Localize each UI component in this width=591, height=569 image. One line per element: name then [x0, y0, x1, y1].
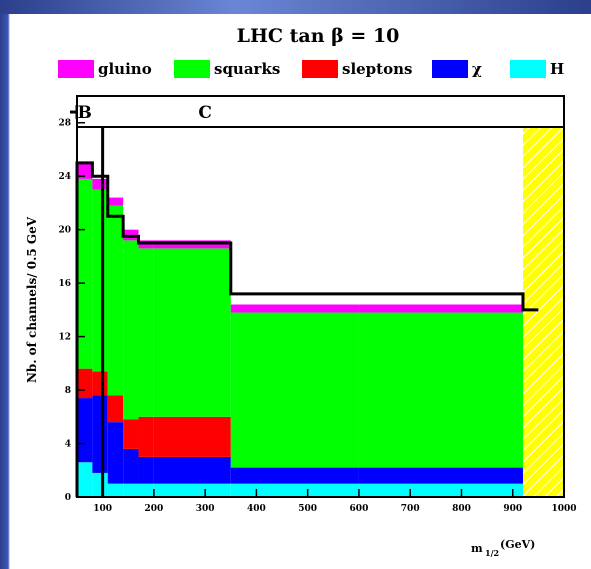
legend-swatch-2: [302, 60, 338, 78]
legend-label-1: squarks: [214, 60, 280, 78]
bar-gluino-7: [358, 304, 523, 313]
bar-sleptons-5: [153, 416, 231, 457]
bar-x-1: [92, 395, 108, 473]
legend-swatch-4: [510, 60, 546, 78]
legend-entry-1: squarks: [174, 60, 280, 78]
excluded-band: [522, 96, 564, 497]
x-tick-label-7: 800: [452, 504, 471, 514]
bar-squarks-2: [107, 205, 124, 396]
bar-gluino-1: [92, 178, 108, 190]
x-tick-label-5: 600: [350, 504, 369, 514]
bar-x-3: [123, 448, 139, 484]
x-axis-label: m: [471, 542, 483, 555]
top-decorative-band: [0, 0, 591, 14]
x-tick-label-8: 900: [503, 504, 522, 514]
bar-h-4: [138, 483, 154, 497]
bar-squarks-7: [358, 312, 523, 468]
x-tick-label-1: 200: [144, 504, 163, 514]
legend-entry-4: H: [510, 60, 564, 78]
legend-entry-3: χ: [432, 60, 482, 78]
bar-h-2: [107, 483, 124, 497]
y-tick-label-5: 20: [58, 226, 71, 236]
legend-label-2: sleptons: [342, 60, 412, 78]
x-tick-label-9: 1000: [551, 504, 576, 514]
x-tick-label-2: 300: [196, 504, 215, 514]
bar-h-0: [77, 462, 93, 497]
bar-sleptons-3: [123, 419, 139, 449]
bar-h-1: [92, 472, 108, 497]
legend-label-3: χ: [472, 60, 482, 78]
y-tick-label-1: 4: [65, 440, 71, 450]
bar-x-2: [107, 422, 124, 484]
legend-swatch-3: [432, 60, 468, 78]
bar-x-7: [358, 467, 523, 484]
annotation-c: C: [198, 103, 212, 123]
x-axis-label-unit: (GeV): [500, 538, 535, 551]
total-outline: [75, 161, 539, 497]
legend: gluino squarks sleptons χ H: [58, 60, 564, 78]
y-axis-label: Nb. of channels/ 0.5 GeV: [25, 216, 39, 383]
y-tick-label-0: 0: [65, 493, 71, 503]
bar-x-4: [138, 456, 154, 484]
plot-frame: [76, 95, 565, 498]
bar-sleptons-2: [107, 395, 124, 423]
bar-gluino-2: [107, 197, 124, 206]
x-tick-label-6: 700: [401, 504, 420, 514]
y-tick-label-6: 24: [58, 172, 71, 182]
bar-x-0: [77, 398, 93, 463]
bar-squarks-3: [123, 240, 139, 420]
plot-area: [77, 96, 564, 497]
x-tick-label-4: 500: [298, 504, 317, 514]
bar-sleptons-1: [92, 371, 108, 396]
bar-squarks-0: [77, 178, 93, 369]
legend-entry-2: sleptons: [302, 60, 412, 78]
x-tick-label-3: 400: [247, 504, 266, 514]
x-tick-label-0: 100: [93, 504, 112, 514]
bar-gluino-6: [230, 304, 359, 313]
bar-h-5: [153, 483, 231, 497]
y-tick-label-7: 28: [58, 119, 71, 129]
legend-swatch-0: [58, 60, 94, 78]
bar-h-3: [123, 483, 139, 497]
legend-label-0: gluino: [98, 60, 152, 78]
bar-x-5: [153, 456, 231, 484]
bar-sleptons-4: [138, 416, 154, 457]
y-tick-label-4: 16: [58, 279, 71, 289]
y-tick-label-2: 8: [65, 386, 71, 396]
annotation-b: B: [78, 103, 92, 123]
bar-h-6: [230, 483, 359, 497]
bar-h-7: [358, 483, 523, 497]
bar-gluino-0: [77, 162, 93, 179]
bar-squarks-1: [92, 189, 108, 372]
bar-sleptons-0: [77, 368, 93, 399]
x-axis-label-subscript: 1/2: [485, 548, 499, 558]
chart-title: LHC tan β = 10: [237, 25, 400, 47]
x-axis-ticks: 100 200 300 400 500 600 700 800 900 1000: [93, 489, 577, 514]
x-axis-label-group: m 1/2 (GeV): [471, 538, 535, 558]
bar-x-6: [230, 467, 359, 484]
legend-entry-0: gluino: [58, 60, 152, 78]
annotation-box: [76, 95, 565, 128]
bar-squarks-4: [138, 248, 154, 417]
legend-swatch-1: [174, 60, 210, 78]
legend-label-4: H: [550, 60, 564, 78]
bar-squarks-6: [230, 312, 359, 468]
bar-squarks-5: [153, 248, 231, 417]
y-tick-label-3: 12: [58, 333, 71, 343]
